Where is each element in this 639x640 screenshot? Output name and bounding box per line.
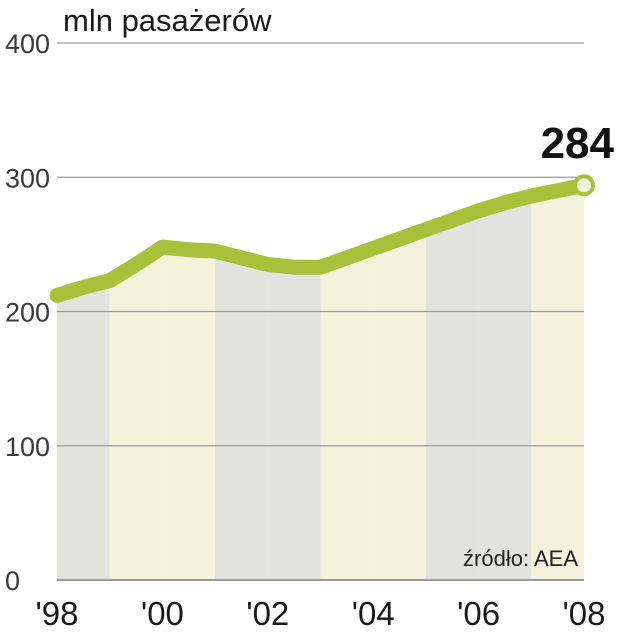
- year-band: [215, 251, 268, 580]
- grid-lines: [57, 42, 584, 581]
- x-tick-label: '08: [562, 595, 605, 632]
- year-band: [478, 196, 532, 580]
- source-label: źródło: AEA: [463, 546, 578, 571]
- year-band: [531, 185, 584, 581]
- end-point-marker: [573, 174, 595, 197]
- x-tick-label: '00: [141, 595, 184, 632]
- year-band: [57, 280, 110, 580]
- year-band: [320, 248, 374, 580]
- last-value-label: 284: [541, 119, 615, 168]
- y-tick-label: 400: [5, 29, 50, 59]
- year-band: [425, 210, 479, 581]
- y-tick-label: 300: [5, 163, 50, 193]
- y-axis-ticks: 0 100 200 300 400: [5, 29, 50, 596]
- passengers-line: [49, 177, 592, 303]
- background-bands: [57, 185, 584, 581]
- x-tick-label: '04: [352, 595, 395, 632]
- y-tick-label: 200: [5, 298, 50, 328]
- x-tick-label: '02: [246, 595, 289, 632]
- x-tick-label: '06: [457, 595, 500, 632]
- series-layer: [49, 174, 595, 303]
- year-band: [109, 247, 163, 580]
- year-band: [373, 229, 426, 580]
- year-band: [162, 247, 216, 580]
- unit-label: mln pasażerów: [63, 3, 272, 38]
- year-band: [267, 264, 321, 580]
- x-axis-ticks: '98 '00 '02 '04 '06 '08: [35, 595, 605, 632]
- x-tick-label: '98: [35, 595, 78, 632]
- y-tick-label: 0: [5, 566, 20, 596]
- y-tick-label: 100: [5, 432, 50, 462]
